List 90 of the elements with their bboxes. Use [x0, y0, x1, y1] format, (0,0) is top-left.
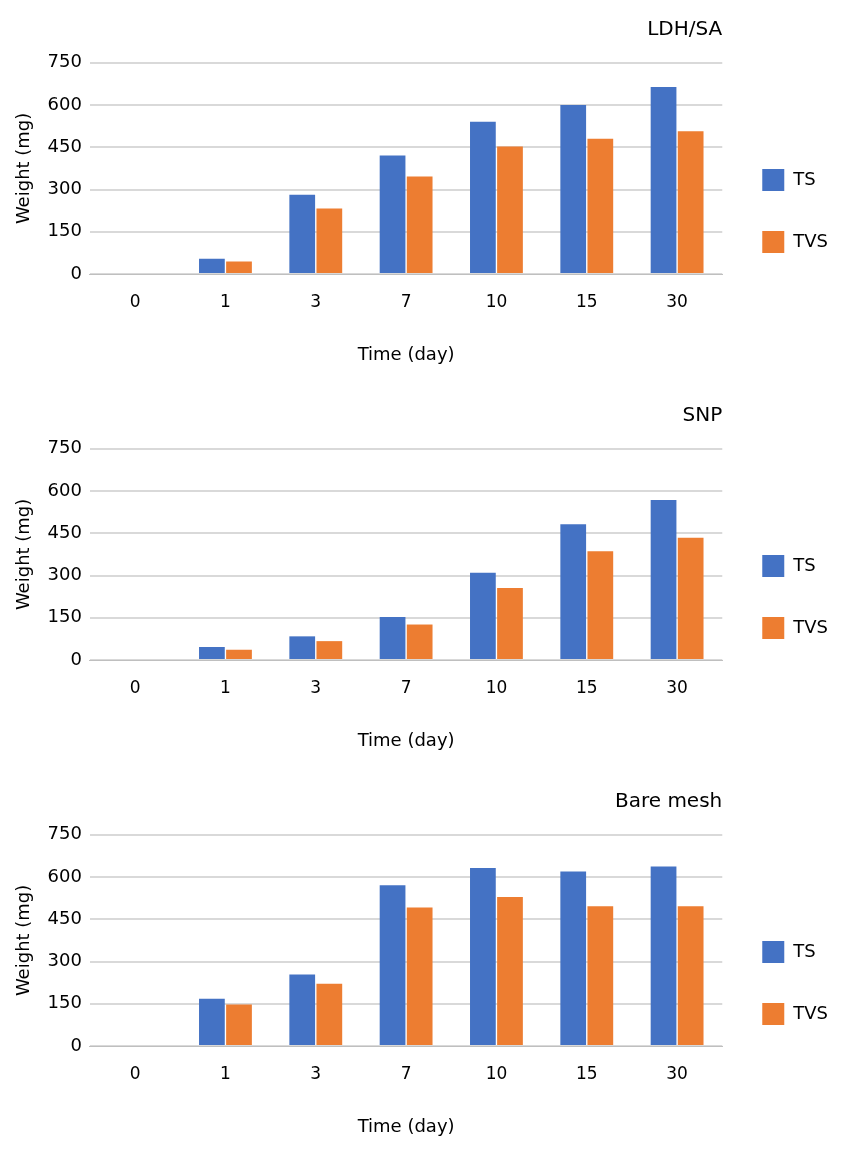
- bar: [587, 138, 614, 273]
- legend-label: TVS: [792, 615, 828, 637]
- x-tick-label: 3: [310, 1062, 322, 1083]
- bar: [379, 155, 406, 273]
- x-tick-label: 0: [129, 676, 141, 697]
- bar: [470, 121, 496, 273]
- bar: [316, 208, 343, 273]
- y-tick-label: 300: [47, 563, 82, 585]
- bar: [470, 572, 496, 659]
- x-tick-label: 30: [666, 290, 688, 311]
- y-axis-title: Weight (mg): [12, 498, 34, 611]
- y-tick-label: 750: [47, 50, 82, 72]
- legend-label: TS: [792, 553, 816, 575]
- bar: [316, 641, 343, 659]
- y-tick-label: 0: [70, 1033, 82, 1055]
- legend-label: TVS: [792, 1001, 828, 1023]
- legend-label: TS: [792, 167, 816, 189]
- bar: [226, 649, 252, 659]
- x-axis-title: Time (day): [356, 728, 455, 750]
- x-axis-title: Time (day): [356, 342, 455, 364]
- y-tick-label: 600: [47, 478, 82, 500]
- bar: [677, 131, 704, 273]
- chart-title: SNP: [681, 401, 724, 428]
- x-tick-label: 1: [220, 676, 231, 697]
- x-tick-label: 7: [400, 676, 412, 697]
- bar: [470, 868, 496, 1045]
- y-axis-title: Weight (mg): [12, 884, 34, 997]
- bar: [560, 105, 587, 273]
- bar: [379, 885, 406, 1045]
- x-tick-label: 1: [220, 1062, 231, 1083]
- bar: [289, 194, 316, 273]
- x-tick-label: 3: [310, 290, 322, 311]
- bar: [406, 907, 433, 1045]
- legend-label: TS: [792, 939, 816, 961]
- y-tick-label: 750: [47, 436, 82, 458]
- y-tick-label: 600: [47, 864, 82, 886]
- bar: [406, 176, 433, 273]
- y-tick-label: 150: [47, 219, 82, 241]
- chart-title: Bare mesh: [613, 787, 724, 814]
- bar: [289, 974, 316, 1045]
- x-tick-label: 7: [400, 1062, 412, 1083]
- x-tick-label: 1: [220, 290, 231, 311]
- bar: [497, 146, 523, 273]
- y-axis-title: Weight (mg): [12, 112, 34, 225]
- y-tick-label: 150: [47, 605, 82, 627]
- bar: [650, 87, 677, 273]
- bar: [226, 1004, 252, 1045]
- bar: [289, 636, 316, 659]
- x-tick-label: 7: [400, 290, 412, 311]
- bar: [677, 906, 704, 1045]
- bar: [497, 897, 523, 1045]
- y-tick-label: 450: [47, 906, 82, 928]
- bar: [560, 871, 587, 1045]
- y-tick-label: 0: [70, 647, 82, 669]
- x-tick-label: 30: [666, 1062, 688, 1083]
- y-tick-label: 750: [47, 822, 82, 844]
- chart-title: LDH/SA: [646, 15, 724, 42]
- y-tick-label: 300: [47, 177, 82, 199]
- y-tick-label: 600: [47, 92, 82, 114]
- y-tick-label: 450: [47, 134, 82, 156]
- x-tick-label: 15: [575, 1062, 598, 1083]
- bar: [379, 616, 406, 659]
- bar: [226, 261, 252, 273]
- y-tick-label: 300: [47, 949, 82, 971]
- bar: [587, 551, 614, 659]
- bar: [406, 624, 433, 659]
- bar: [199, 998, 225, 1045]
- y-tick-label: 0: [70, 261, 82, 283]
- x-tick-label: 0: [129, 290, 141, 311]
- bar: [677, 537, 704, 659]
- legend-label: TVS: [792, 229, 828, 251]
- bar: [199, 647, 225, 659]
- x-tick-label: 10: [485, 1062, 508, 1083]
- bar: [587, 906, 614, 1045]
- x-tick-label: 10: [485, 290, 508, 311]
- x-tick-label: 0: [129, 1062, 141, 1083]
- bar: [199, 258, 225, 273]
- bar: [650, 500, 677, 659]
- y-tick-label: 450: [47, 520, 82, 542]
- bar: [497, 587, 523, 659]
- bar: [316, 983, 343, 1045]
- x-tick-label: 15: [575, 676, 598, 697]
- bar: [650, 866, 677, 1045]
- x-tick-label: 3: [310, 676, 322, 697]
- x-tick-label: 30: [666, 676, 688, 697]
- x-axis-title: Time (day): [356, 1114, 455, 1136]
- x-tick-label: 10: [485, 676, 508, 697]
- y-tick-label: 150: [47, 991, 82, 1013]
- x-tick-label: 15: [575, 290, 598, 311]
- bar: [560, 524, 587, 659]
